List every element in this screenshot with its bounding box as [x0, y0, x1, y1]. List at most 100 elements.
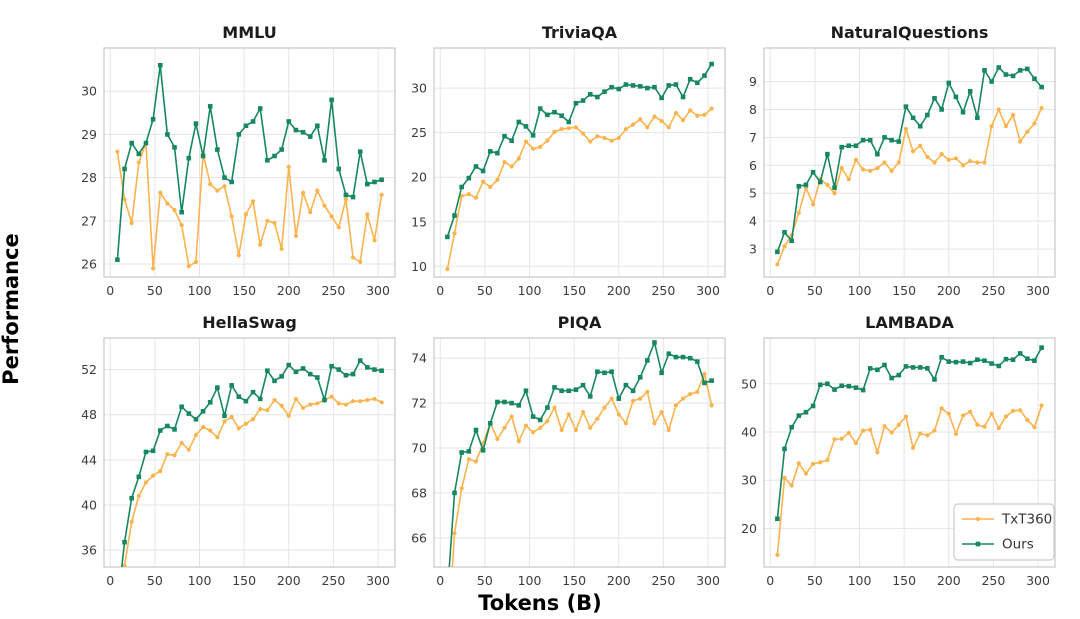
chart-naturalquestions: 0 50 100 150 200 250 300 3 4 5 6 7 8 9 NaturalQuestio…	[719, 15, 1067, 311]
svg-text:150: 150	[892, 573, 916, 588]
svg-text:52: 52	[81, 362, 97, 377]
svg-text:50: 50	[741, 376, 757, 391]
plot-border	[433, 47, 726, 278]
svg-text:0: 0	[106, 283, 114, 298]
svg-text:30: 30	[741, 473, 757, 488]
chart-mmlu-plot: 0 50 100 150 200 250 300 26 27 28 29 30	[81, 47, 396, 298]
svg-text:30: 30	[411, 81, 427, 96]
chart-triviaqa-plot: 0 50 100 150 200 250 300 10 15 20 25 30	[411, 47, 726, 298]
series-line-txt360	[116, 142, 383, 269]
svg-text:250: 250	[651, 283, 675, 298]
series-line-ours	[120, 359, 382, 567]
chart-triviaqa: 0 50 100 150 200 250 300 10 15 20 25 30 TriviaQA	[389, 15, 737, 311]
svg-text:200: 200	[277, 573, 301, 588]
svg-text:100: 100	[848, 283, 872, 298]
svg-text:3: 3	[749, 242, 757, 257]
svg-text:66: 66	[411, 530, 427, 545]
svg-text:7: 7	[749, 130, 757, 145]
chart-naturalquestions-plot: 0 50 100 150 200 250 300 3 4 5 6 7 8 9	[749, 47, 1056, 298]
svg-text:300: 300	[1026, 573, 1050, 588]
legend-label-ours: Ours	[1002, 537, 1034, 553]
svg-text:200: 200	[607, 283, 631, 298]
svg-text:300: 300	[696, 283, 720, 298]
series-markers-txt360	[775, 403, 1044, 558]
svg-text:200: 200	[937, 573, 961, 588]
svg-text:70: 70	[411, 441, 427, 456]
svg-text:150: 150	[892, 283, 916, 298]
svg-text:200: 200	[607, 573, 631, 588]
series-markers-txt360	[122, 394, 384, 567]
plot-border	[103, 47, 396, 278]
svg-text:100: 100	[848, 573, 872, 588]
svg-text:8: 8	[749, 102, 757, 117]
svg-text:250: 250	[981, 283, 1005, 298]
chart-mmlu: 0 50 100 150 200 250 300 26 27 28 29 30 MMLU	[59, 15, 407, 311]
chart-piqa-plot: 0 50 100 150 200 250 300 66 68 70 72 74	[411, 337, 726, 588]
svg-text:68: 68	[411, 485, 427, 500]
tick-labels: 0 50 100 150 200 250 300 3 4 5 6 7 8 9	[749, 74, 1050, 298]
svg-text:150: 150	[562, 573, 586, 588]
svg-text:0: 0	[766, 573, 774, 588]
svg-text:50: 50	[477, 573, 493, 588]
series-markers-ours	[122, 358, 384, 545]
svg-text:300: 300	[1026, 283, 1050, 298]
svg-text:40: 40	[81, 497, 97, 512]
plot-border	[763, 337, 1056, 568]
tick-labels: 0 50 100 150 200 250 300 20 30 40 50	[741, 376, 1050, 588]
legend-marker-ours	[975, 541, 981, 547]
svg-text:50: 50	[147, 283, 163, 298]
svg-text:0: 0	[766, 283, 774, 298]
svg-text:150: 150	[232, 283, 256, 298]
svg-text:0: 0	[436, 283, 444, 298]
series-markers-txt360	[445, 106, 714, 272]
series-markers-txt360	[775, 105, 1044, 267]
legend: TxT360 Ours	[953, 503, 1055, 561]
series-line-ours	[116, 65, 382, 260]
svg-text:150: 150	[232, 573, 256, 588]
svg-text:5: 5	[749, 186, 757, 201]
svg-text:48: 48	[81, 407, 97, 422]
tick-labels: 0 50 100 150 200 250 300 10 15 20 25 30	[411, 81, 720, 298]
series-line-txt360	[451, 371, 713, 567]
svg-text:300: 300	[696, 573, 720, 588]
chart-title-piqa: PIQA	[557, 313, 602, 332]
svg-text:200: 200	[937, 283, 961, 298]
series-line-ours	[776, 66, 1043, 253]
svg-text:29: 29	[81, 127, 97, 142]
svg-text:20: 20	[411, 170, 427, 185]
chart-title-triviaqa: TriviaQA	[541, 23, 618, 42]
series-markers-txt360	[452, 371, 714, 536]
chart-piqa: 0 50 100 150 200 250 300 66 68 70 72 74 PIQA	[389, 305, 737, 601]
svg-text:44: 44	[81, 452, 97, 467]
svg-text:50: 50	[807, 283, 823, 298]
svg-text:6: 6	[749, 158, 757, 173]
svg-text:100: 100	[188, 573, 212, 588]
chart-hellaswag: 0 50 100 150 200 250 300 36 40 44 48 52 HellaSwag	[59, 305, 407, 601]
chart-lambada: 0 50 100 150 200 250 300 20 30 40 50 TxT360 Ours LAM…	[719, 305, 1067, 601]
series-markers-ours	[115, 62, 384, 263]
svg-text:72: 72	[411, 396, 427, 411]
chart-title-lambada: LAMBADA	[865, 313, 954, 332]
series-line-txt360	[776, 107, 1043, 265]
chart-title-hellaswag: HellaSwag	[202, 313, 297, 332]
svg-text:50: 50	[807, 573, 823, 588]
x-axis-label: Tokens (B)	[478, 591, 602, 615]
series-markers-ours	[445, 61, 714, 240]
svg-text:50: 50	[147, 573, 163, 588]
svg-text:300: 300	[366, 573, 390, 588]
svg-text:150: 150	[562, 283, 586, 298]
svg-text:4: 4	[749, 214, 757, 229]
svg-text:30: 30	[81, 84, 97, 99]
gridlines	[434, 338, 725, 567]
svg-text:36: 36	[81, 543, 97, 558]
tick-labels: 0 50 100 150 200 250 300 66 68 70 72 74	[411, 351, 720, 588]
svg-text:200: 200	[277, 283, 301, 298]
svg-text:10: 10	[411, 259, 427, 274]
svg-text:40: 40	[741, 425, 757, 440]
svg-text:27: 27	[81, 213, 97, 228]
svg-text:0: 0	[106, 573, 114, 588]
plot-border	[103, 337, 396, 568]
svg-text:20: 20	[741, 521, 757, 536]
series-markers-ours	[452, 340, 714, 496]
svg-text:9: 9	[749, 74, 757, 89]
